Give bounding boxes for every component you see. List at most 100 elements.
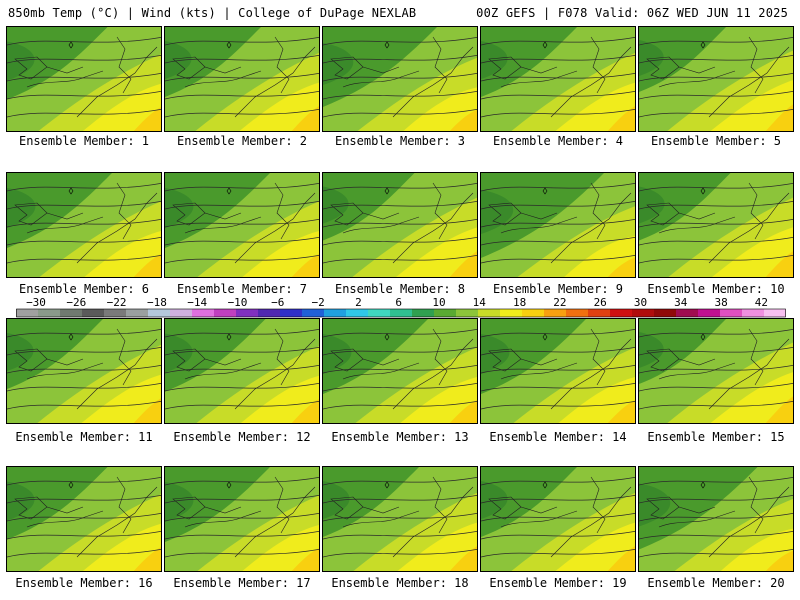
ensemble-member-label: Ensemble Member: 19 (489, 576, 627, 590)
temperature-field (7, 319, 161, 423)
temperature-field (323, 173, 477, 277)
colorbar-tick-label: 34 (674, 296, 688, 309)
ensemble-member-map (6, 172, 162, 278)
ensemble-member-label: Ensemble Member: 6 (18, 282, 150, 296)
temperature-field (165, 319, 319, 423)
ensemble-member-label: Ensemble Member: 12 (173, 430, 311, 444)
colorbar-tick-label: −26 (66, 296, 87, 309)
colorbar-segment (16, 309, 39, 317)
ensemble-member-map (638, 26, 794, 132)
ensemble-member-label: Ensemble Member: 1 (18, 134, 150, 148)
colorbar-tick-label: −18 (146, 296, 167, 309)
colorbar-segment (346, 309, 369, 317)
ensemble-member-map (322, 172, 478, 278)
temperature-field (481, 173, 635, 277)
ensemble-member-map (6, 466, 162, 572)
colorbar-segment (654, 309, 677, 317)
ensemble-member-label: Ensemble Member: 16 (15, 576, 153, 590)
colorbar-segment (60, 309, 83, 317)
ensemble-member-label: Ensemble Member: 14 (489, 430, 627, 444)
temperature-field (639, 173, 793, 277)
temperature-field (481, 27, 635, 131)
colorbar-segment (258, 309, 281, 317)
ensemble-member-label: Ensemble Member: 2 (176, 134, 308, 148)
colorbar-segment (610, 309, 633, 317)
temperature-field (639, 467, 793, 571)
colorbar-segment (478, 309, 501, 317)
colorbar-tick-label: −10 (227, 296, 248, 309)
ensemble-member-map (480, 172, 636, 278)
temperature-field (481, 319, 635, 423)
ensemble-member-label: Ensemble Member: 11 (15, 430, 153, 444)
colorbar-segment (412, 309, 435, 317)
temperature-field (323, 319, 477, 423)
colorbar-segment (456, 309, 479, 317)
colorbar-segment (522, 309, 545, 317)
temperature-field (7, 467, 161, 571)
colorbar-tick-label: 10 (432, 296, 446, 309)
ensemble-member-map (164, 318, 320, 424)
ensemble-member-map (638, 172, 794, 278)
colorbar-segment (720, 309, 743, 317)
ensemble-member-label: Ensemble Member: 17 (173, 576, 311, 590)
temperature-field (165, 173, 319, 277)
ensemble-member-label: Ensemble Member: 15 (647, 430, 785, 444)
colorbar-segment (368, 309, 391, 317)
colorbar-segment (698, 309, 721, 317)
colorbar-segment (38, 309, 61, 317)
ensemble-member-label: Ensemble Member: 20 (647, 576, 785, 590)
ensemble-member-map (6, 318, 162, 424)
colorbar-segment (588, 309, 611, 317)
colorbar-tick-label: 6 (395, 296, 402, 309)
colorbar-segment (632, 309, 655, 317)
ensemble-member-label: Ensemble Member: 9 (492, 282, 624, 296)
ensemble-member-label: Ensemble Member: 4 (492, 134, 624, 148)
ensemble-member-label: Ensemble Member: 5 (650, 134, 782, 148)
ensemble-member-label: Ensemble Member: 8 (334, 282, 466, 296)
ensemble-member-label: Ensemble Member: 18 (331, 576, 469, 590)
temperature-field (165, 27, 319, 131)
colorbar-segment (214, 309, 237, 317)
colorbar-segment (82, 309, 105, 317)
ensemble-member-map (322, 318, 478, 424)
colorbar-segment (170, 309, 193, 317)
colorbar-tick-label: −30 (26, 296, 46, 309)
colorbar-segment (280, 309, 303, 317)
colorbar-tick-label: −14 (187, 296, 208, 309)
colorbar-tick-label: 30 (633, 296, 648, 309)
ensemble-member-map (638, 318, 794, 424)
temperature-field (7, 173, 161, 277)
temperature-field (639, 319, 793, 423)
colorbar-tick-label: −22 (106, 296, 127, 309)
temperature-field (323, 467, 477, 571)
ensemble-member-label: Ensemble Member: 3 (334, 134, 466, 148)
temperature-field (7, 27, 161, 131)
temperature-colorbar (16, 308, 786, 318)
colorbar-segment (192, 309, 215, 317)
colorbar-tick-label: 22 (553, 296, 567, 309)
temperature-field (639, 27, 793, 131)
colorbar-segment (236, 309, 259, 317)
ensemble-member-map (6, 26, 162, 132)
colorbar-tick-label: 18 (512, 296, 527, 309)
ensemble-member-map (480, 318, 636, 424)
ensemble-member-map (638, 466, 794, 572)
colorbar-segment (676, 309, 699, 317)
ensemble-member-map (480, 26, 636, 132)
colorbar-segment (390, 309, 413, 317)
ensemble-member-label: Ensemble Member: 10 (647, 282, 785, 296)
temperature-field (165, 467, 319, 571)
colorbar-tick-label: 26 (593, 296, 607, 309)
ensemble-member-map (480, 466, 636, 572)
ensemble-member-map (322, 466, 478, 572)
ensemble-member-label: Ensemble Member: 7 (176, 282, 308, 296)
colorbar-segment (500, 309, 523, 317)
colorbar-tick-label: −6 (271, 296, 285, 309)
colorbar-tick-label: 14 (472, 296, 486, 309)
colorbar-segment (148, 309, 171, 317)
ensemble-member-map (322, 26, 478, 132)
ensemble-member-map (164, 172, 320, 278)
temperature-field (323, 27, 477, 131)
colorbar-segment (104, 309, 127, 317)
map-title: 850mb Temp (°C) | Wind (kts) | College o… (8, 6, 417, 20)
